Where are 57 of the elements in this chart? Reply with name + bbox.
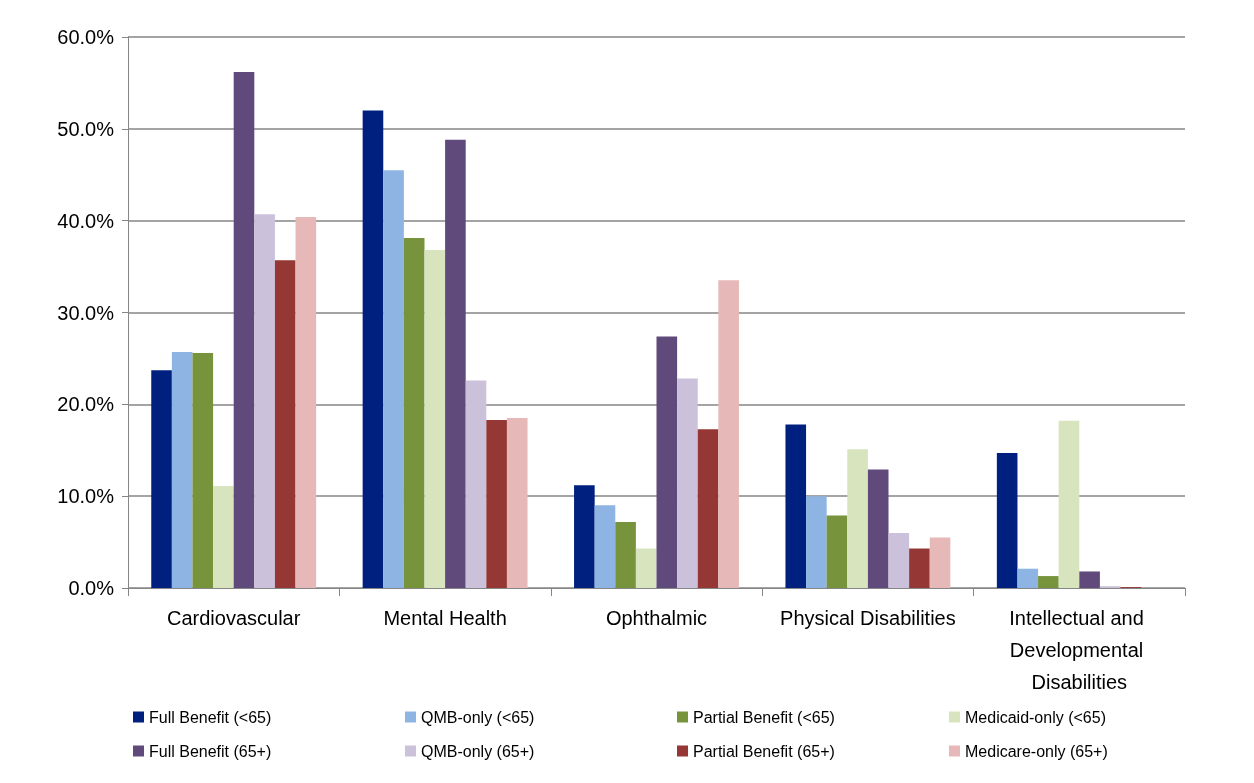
bar [213,486,234,588]
bar [615,521,636,588]
legend-label: Full Benefit (<65) [149,708,272,726]
bar [656,336,678,588]
y-tick-label: 50.0% [57,117,115,140]
bar [785,424,807,588]
bar [574,485,595,588]
bar [1017,568,1039,588]
y-tick-label: 60.0% [57,26,115,48]
bar [465,380,487,588]
legend-label: Partial Benefit (<65) [693,708,835,726]
bar [1079,571,1100,588]
bar [274,260,296,588]
bar [888,532,910,588]
bar [718,280,739,588]
bar [867,469,889,588]
bar [151,370,172,588]
bar [929,537,951,588]
x-tick-label: Intellectual and Developmental Disabilities [1009,607,1150,693]
bar [594,505,616,588]
legend-label: QMB-only (<65) [421,708,535,726]
bar [506,418,528,588]
bar [362,110,384,588]
bar [847,449,868,588]
bar [1058,420,1080,588]
y-tick-label: 40.0% [57,209,115,232]
y-tick-label: 10.0% [57,485,115,508]
bar [171,351,193,588]
bar [635,548,657,588]
bar [424,250,446,588]
legend-label: Medicare-only (65+) [965,742,1108,760]
bar [826,515,848,588]
bar [486,419,507,588]
y-tick-label: 30.0% [57,301,115,324]
bar [1038,576,1059,588]
bar [806,496,827,588]
x-tick-label: Cardiovascular [167,607,301,629]
bar [192,352,214,588]
bar [295,216,317,588]
bar [697,429,719,588]
x-tick-label: Physical Disabilities [780,607,956,629]
bar [383,170,404,588]
bar [909,548,930,588]
bar [403,238,425,588]
legend-label: QMB-only (65+) [421,742,535,760]
bar [233,71,255,588]
legend-label: Full Benefit (65+) [149,742,272,760]
bar [996,453,1018,588]
y-tick-label: 20.0% [57,393,115,416]
y-tick-label: 0.0% [68,577,115,599]
bar [677,378,698,588]
x-tick-label: Ophthalmic [605,607,708,629]
legend-label: Partial Benefit (65+) [693,742,835,760]
x-tick-label: Mental Health [383,607,507,629]
bar [445,139,466,588]
legend-label: Medicaid-only (<65) [965,708,1106,726]
bar [254,214,275,588]
